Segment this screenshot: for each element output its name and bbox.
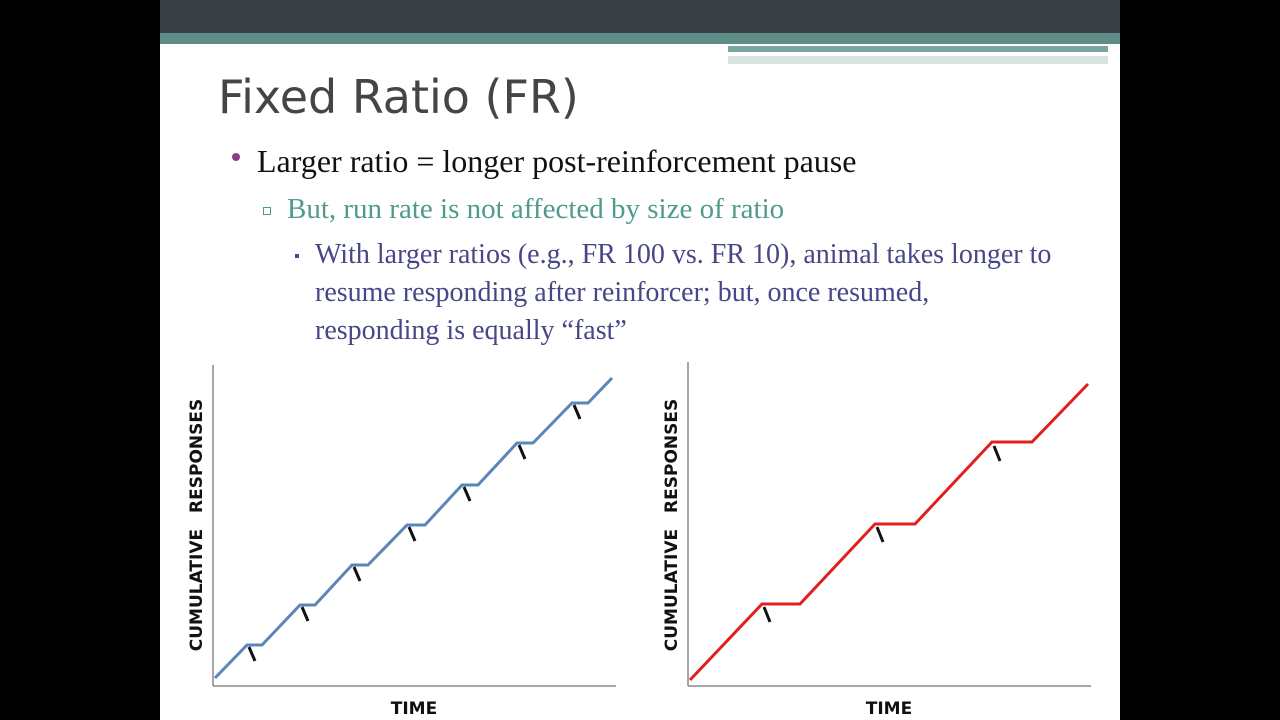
x-axis-label: TIME [391, 699, 437, 719]
cumulative-record [213, 376, 614, 680]
reinforcer-marks [762, 445, 1002, 623]
top-bar [160, 0, 1120, 33]
cumulative-record [688, 382, 1090, 682]
bullet: Larger ratio = longer post-reinforcement… [257, 143, 857, 179]
accent-stripe [728, 46, 1108, 52]
slide-title: Fixed Ratio (FR) [218, 70, 579, 124]
chart-right: CUMULATIVE RESPONSES TIME [662, 362, 1091, 719]
slide: Fixed Ratio (FR) Larger ratio = longer p… [160, 0, 1120, 720]
bullet-marker [232, 153, 240, 161]
chart-left: CUMULATIVE RESPONSES TIME [187, 365, 616, 719]
sub-bullet: But, run rate is not affected by size of… [287, 193, 785, 225]
y-axis-label: CUMULATIVE RESPONSES [187, 399, 207, 651]
accent-stripe [160, 33, 1120, 44]
accent-stripe [728, 56, 1108, 64]
charts: CUMULATIVE RESPONSES TIME CUMULATIVE RES… [187, 362, 1091, 719]
reinforcer-marks [247, 404, 582, 662]
x-axis-label: TIME [866, 699, 912, 719]
y-axis-label: CUMULATIVE RESPONSES [662, 399, 682, 651]
bullet-marker [295, 254, 299, 258]
detail-bullet: With larger ratios (e.g., FR 100 vs. FR … [315, 239, 1052, 346]
bullet-marker [263, 207, 271, 215]
